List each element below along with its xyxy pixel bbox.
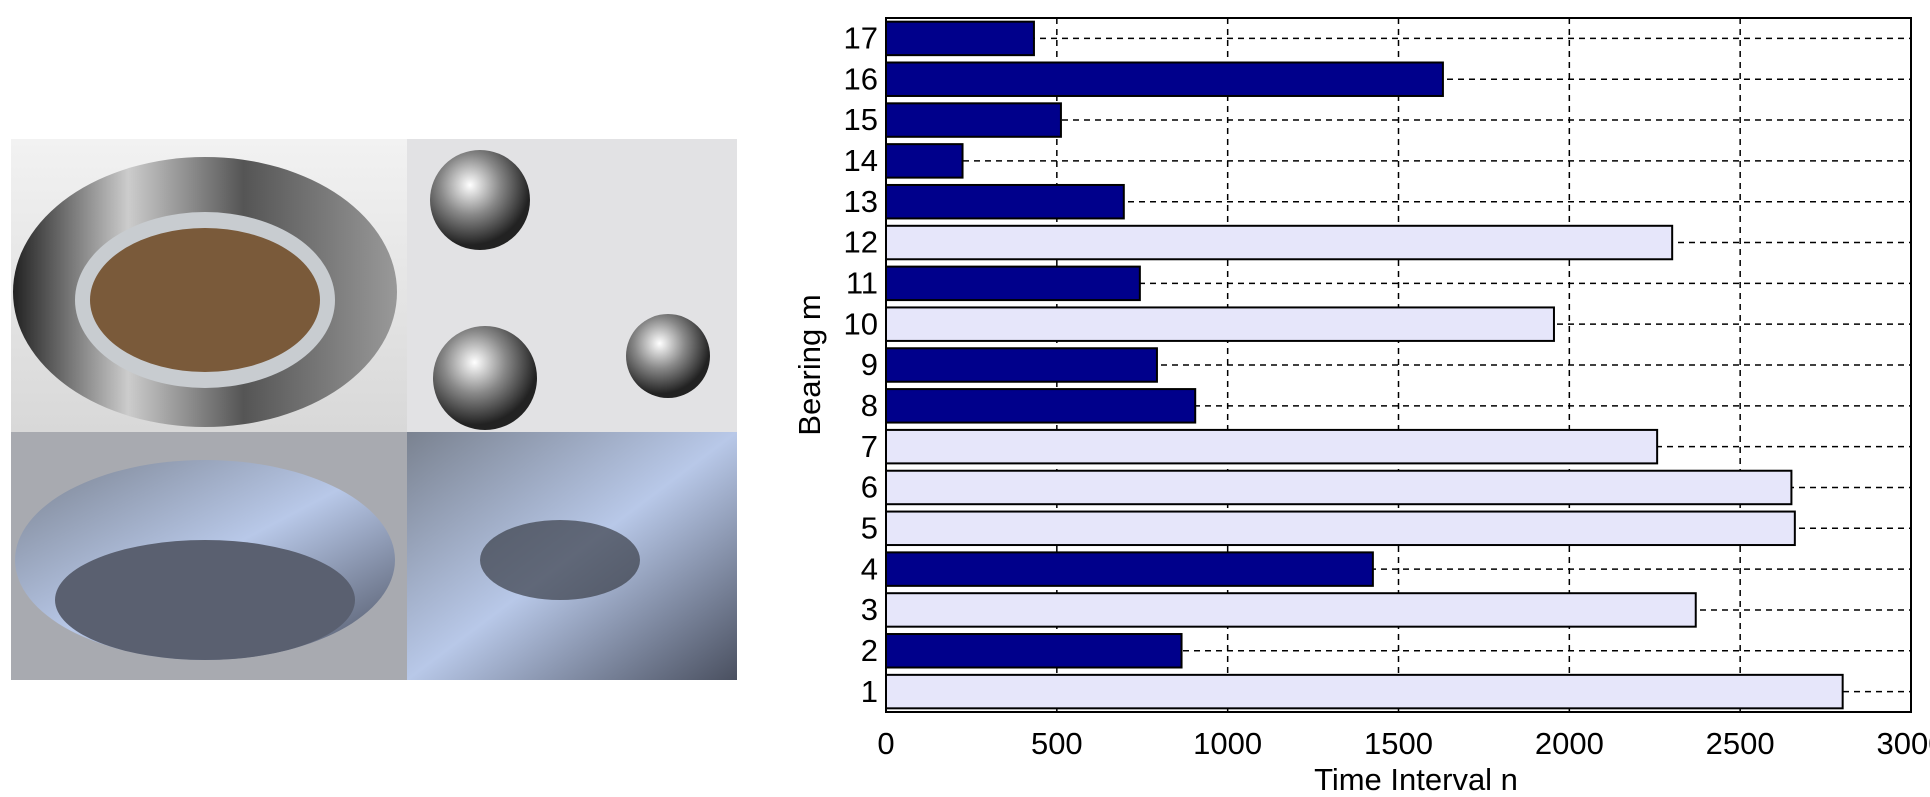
bar (886, 389, 1195, 422)
bar (886, 552, 1373, 585)
bar (886, 307, 1554, 340)
y-tick-label: 14 (844, 143, 878, 178)
bar (886, 103, 1061, 136)
bearing-photo (11, 139, 737, 680)
y-tick-label: 9 (861, 347, 878, 382)
bar (886, 430, 1657, 463)
bar (886, 22, 1034, 55)
x-tick-label: 2000 (1535, 726, 1604, 761)
y-tick-label: 3 (861, 592, 878, 627)
y-tick-label: 8 (861, 388, 878, 423)
y-tick-label: 11 (846, 266, 878, 301)
y-tick-label: 7 (861, 429, 878, 464)
x-tick-label: 500 (1031, 726, 1083, 761)
y-tick-label: 16 (844, 61, 878, 96)
bar (886, 185, 1124, 218)
bar (886, 62, 1443, 95)
x-tick-label: 2500 (1706, 726, 1775, 761)
bar (886, 226, 1672, 259)
x-tick-label: 0 (877, 726, 894, 761)
y-tick-label: 12 (844, 225, 878, 260)
bar (886, 348, 1157, 381)
x-tick-label: 3000 (1877, 726, 1930, 761)
y-tick-label: 15 (844, 102, 878, 137)
y-tick-label: 5 (861, 510, 878, 545)
y-tick-label: 17 (844, 21, 878, 56)
bar (886, 471, 1791, 504)
x-axis-label: Time Interval n (1314, 762, 1518, 792)
bar (886, 634, 1182, 667)
x-tick-label: 1000 (1193, 726, 1262, 761)
y-tick-label: 4 (861, 551, 878, 586)
page: {"chart_data": {"type": "bar", "orientat… (0, 0, 1930, 792)
y-tick-label: 6 (861, 470, 878, 505)
y-tick-label: 2 (861, 633, 878, 668)
y-axis-label: Bearing m (792, 294, 827, 435)
bar (886, 267, 1140, 300)
bar (886, 144, 963, 177)
bar (886, 675, 1843, 708)
x-tick-label: 1500 (1364, 726, 1433, 761)
figure: Bearing m Time Interval n 0 500 1000 1500 20… (0, 0, 1930, 792)
y-tick-label: 1 (861, 674, 878, 709)
y-tick-label: 13 (844, 184, 878, 219)
y-tick-label: 10 (844, 306, 878, 341)
bar (886, 512, 1795, 545)
bar (886, 593, 1696, 626)
